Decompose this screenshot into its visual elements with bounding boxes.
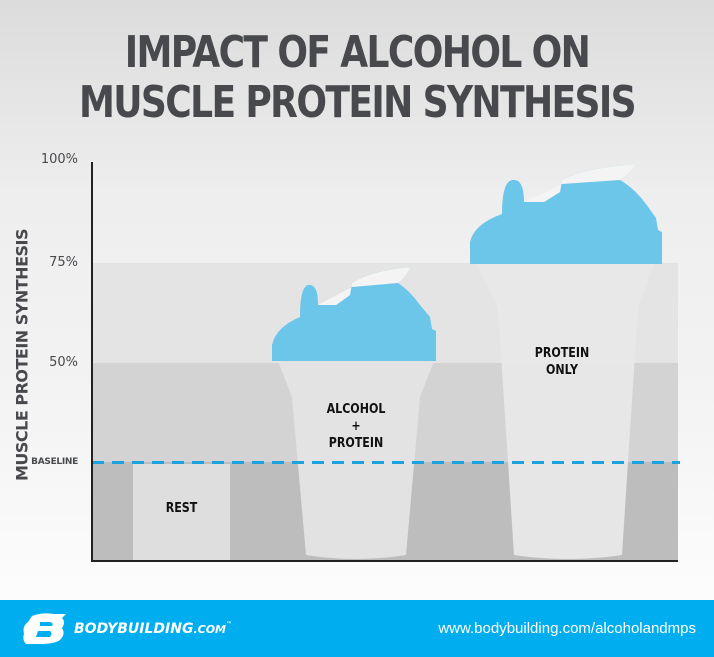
y-axis-line xyxy=(91,162,93,562)
tick-75: 75% xyxy=(49,255,78,270)
brand-suffix: .COM xyxy=(193,623,227,636)
footer-url-link[interactable]: www.bodybuilding.com/alcoholandmps xyxy=(438,620,696,637)
brand-text: BODYBUILDING xyxy=(74,621,194,637)
tick-baseline: BASELINE xyxy=(31,457,78,467)
shaker-alcohol-protein-icon xyxy=(272,267,436,559)
tick-50: 50% xyxy=(49,355,78,370)
shaker-protein-only-icon xyxy=(470,164,662,559)
bar-alcohol-protein-label: ALCOHOL + PROTEIN xyxy=(314,401,399,452)
x-axis-line xyxy=(91,560,678,562)
label-line: PROTEIN xyxy=(328,436,384,451)
label-line: PROTEIN xyxy=(534,346,590,361)
footer-bar: BODYBUILDING.COM™ www.bodybuilding.com/a… xyxy=(0,600,714,657)
label-line: ALCOHOL xyxy=(326,402,386,417)
title-line-1: IMPACT OF ALCOHOL ON xyxy=(124,27,591,78)
bar-rest xyxy=(133,464,230,560)
baseline-dashed-line xyxy=(92,461,680,464)
title-line-2: MUSCLE PROTEIN SYNTHESIS xyxy=(78,77,637,128)
label-line: + xyxy=(351,419,361,434)
bar-rest-label: REST xyxy=(165,501,198,516)
bar-protein-only-label: PROTEIN ONLY xyxy=(520,345,605,379)
brand-name: BODYBUILDING.COM™ xyxy=(74,621,233,637)
bodybuilding-logo-icon xyxy=(23,613,66,644)
y-axis-label: MUSCLE PROTEIN SYNTHESIS xyxy=(12,228,32,482)
chart-title: IMPACT OF ALCOHOL ON MUSCLE PROTEIN SYNT… xyxy=(64,28,649,128)
label-line: ONLY xyxy=(546,363,578,378)
tick-100: 100% xyxy=(40,152,78,167)
